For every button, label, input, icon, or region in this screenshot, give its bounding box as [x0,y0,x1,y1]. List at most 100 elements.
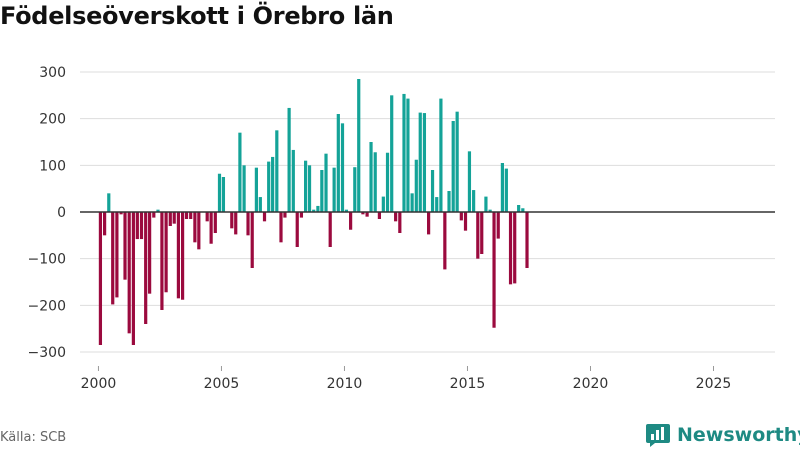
bar [164,212,168,293]
bar [508,212,513,285]
bar [127,212,131,334]
bar [521,208,525,212]
bar [250,212,254,268]
bar [115,212,119,298]
bar [398,212,402,233]
bar [111,212,115,305]
bar [418,112,422,212]
bar [369,142,373,212]
bar [385,152,390,212]
bar [332,167,336,212]
bar [258,197,262,212]
x-tick-label: 2020 [573,376,609,392]
x-tick-label: 2010 [327,376,363,392]
bar [267,161,271,212]
bar [467,151,472,212]
bar [349,212,353,230]
bar [193,212,197,243]
bar [451,121,455,212]
bar [238,132,242,212]
bar [513,212,517,284]
bars [98,79,529,345]
bar [156,209,160,212]
bar [176,212,181,299]
bar [430,170,435,212]
bar [463,212,468,231]
bar [180,212,185,300]
bar [422,113,427,212]
bar [197,212,201,250]
y-tick-label: 200 [39,112,66,128]
bar [525,212,529,268]
bar [148,212,152,294]
bar [184,212,189,219]
bar [139,212,144,240]
bar [152,212,156,218]
bar [353,167,357,212]
brand-name: Newsworthy [677,424,800,446]
bar [484,196,488,212]
bar [271,156,275,212]
y-tick-labels: 300 200 100 0 −100 −200 −300 [28,65,66,361]
bar [377,212,382,219]
bar [107,193,111,212]
bar [324,153,328,212]
bar [340,123,345,212]
bar [476,212,480,259]
bar [291,149,295,212]
bar [295,212,299,247]
y-tick-label: 100 [39,158,66,174]
bar [402,93,406,212]
x-tick-labels: 2000 2005 2010 2015 2020 2025 [81,376,732,392]
bar [135,212,139,240]
bar [373,152,377,212]
bar [406,98,410,212]
bar [307,165,312,212]
x-tick-label: 2025 [696,376,732,392]
bar [287,107,291,212]
y-tick-label: 300 [39,65,66,81]
bar [496,212,500,239]
bar [472,190,476,212]
bar [365,212,369,217]
bar [336,114,340,212]
bar [427,212,431,235]
bar [160,212,164,310]
bar [299,212,304,218]
bar [144,212,148,324]
bar [189,212,193,219]
bar [435,197,439,212]
bar [328,212,332,247]
bar [320,170,324,212]
bar [275,130,279,212]
bar [316,205,320,212]
bar [447,191,451,212]
bar [394,212,398,222]
bar [98,212,103,345]
bar [123,212,127,280]
source-note: Källa: SCB [0,430,67,445]
gridlines [80,71,775,371]
bar [480,212,484,254]
bar [131,212,135,345]
bar [357,79,361,212]
bar [414,159,418,212]
bar [303,160,308,212]
bar [488,209,492,212]
brand-logo: Newsworthy [645,421,800,449]
bar [254,167,258,212]
bar [390,95,394,212]
bar [443,212,447,270]
chart-title: Födelseöverskott i Örebro län [0,2,394,30]
bar [279,212,283,243]
bar [439,98,443,212]
y-tick-label: −100 [28,252,66,268]
bar [459,212,463,221]
bar [217,173,222,212]
y-tick-label: −200 [28,298,66,314]
bar [213,212,217,233]
x-tick-label: 2005 [204,376,240,392]
bar [242,165,246,212]
bar [230,212,234,229]
